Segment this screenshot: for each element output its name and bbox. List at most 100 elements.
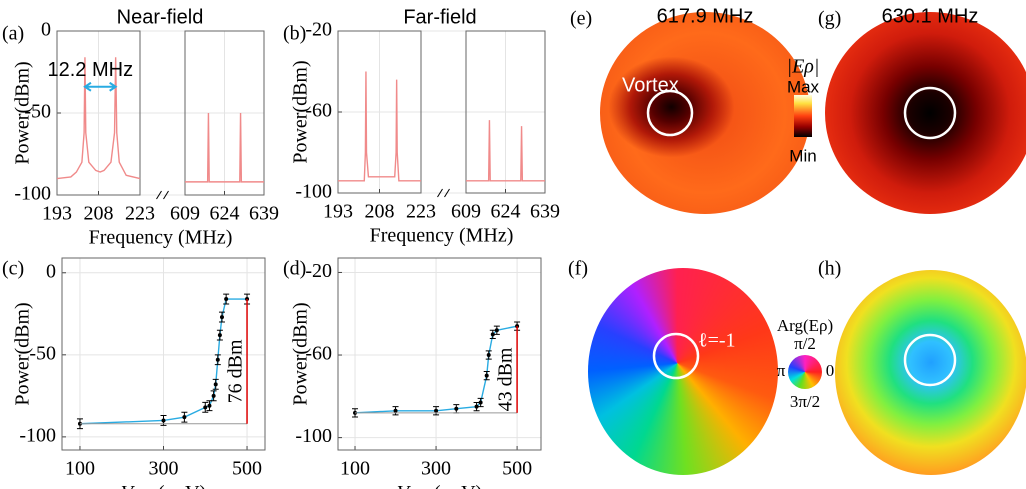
axes-frame	[56, 30, 141, 196]
point	[494, 328, 499, 333]
y-tick-label: -100	[14, 183, 51, 205]
y-tick-label: -100	[19, 424, 56, 446]
x-tick-label: 639	[530, 201, 560, 223]
phase-map-f	[588, 268, 778, 475]
line	[185, 112, 264, 183]
panel-label: (e)	[570, 8, 592, 30]
point	[454, 406, 459, 411]
image-title: 630.1 MHz	[882, 5, 979, 27]
point	[211, 393, 216, 398]
y-tick-label: -60	[305, 100, 332, 122]
y-tick-label: 0	[41, 19, 51, 41]
phase-tick: π	[777, 361, 786, 380]
colorbar-min: Min	[789, 146, 816, 165]
x-tick-label: 208	[365, 201, 395, 223]
x-axis-label: Vmod( mV)	[121, 482, 206, 489]
point	[484, 373, 489, 378]
x-tick-label: 223	[406, 201, 436, 223]
x-tick-label: 100	[340, 458, 370, 480]
point	[490, 332, 495, 337]
chart-title: Near-field	[117, 6, 204, 28]
x-axis-label: Frequency (MHz)	[89, 227, 233, 249]
axes-frame	[61, 257, 266, 451]
x-tick-label: 500	[502, 458, 532, 480]
x-tick-label: 639	[249, 203, 279, 225]
y-tick-label: -60	[305, 343, 332, 365]
x-tick-label: 193	[323, 201, 353, 223]
x-tick-label: 609	[170, 203, 200, 225]
point	[213, 382, 218, 387]
panel-label: (h)	[818, 258, 841, 280]
point	[434, 408, 439, 413]
x-tick-label: 300	[421, 458, 451, 480]
y-axis-label: Power(dBm)	[12, 302, 34, 405]
x-label-unit: ( mV)	[434, 482, 482, 489]
line	[56, 57, 141, 180]
x-tick-label: 609	[451, 201, 481, 223]
y-tick-label: -100	[295, 425, 332, 447]
phase-wheel	[788, 355, 822, 389]
x-label-symbol: V	[121, 482, 136, 489]
vortex-circle	[646, 89, 694, 137]
y-tick-label: -50	[24, 101, 51, 123]
axes-frame	[465, 30, 546, 194]
y-axis-label: Power(dBm)	[12, 61, 34, 164]
x-tick-label: 300	[149, 458, 179, 480]
x-tick-label: 193	[42, 203, 72, 225]
panel-label: (b)	[283, 23, 306, 45]
y-axis-label: Power(dBm)	[290, 302, 312, 405]
image-title: 617.9 MHz	[657, 5, 754, 27]
x-axis-label: Vmod( mV)	[397, 482, 482, 489]
point	[161, 418, 166, 423]
point	[219, 315, 224, 320]
annotation: ℓ=-1	[698, 330, 736, 352]
point	[182, 415, 187, 420]
field-map-e	[600, 12, 810, 214]
vortex-circle	[903, 86, 957, 140]
axis-break	[444, 188, 450, 198]
x-tick-label: 208	[84, 203, 114, 225]
x-label-symbol: V	[397, 482, 412, 489]
y-tick-label: -100	[295, 181, 332, 203]
x-tick-label: 100	[65, 458, 95, 480]
x-tick-label: 223	[125, 203, 155, 225]
line	[338, 71, 421, 182]
x-axis-label: Frequency (MHz)	[370, 225, 514, 247]
y-axis-label: Power(dBm)	[290, 60, 312, 163]
point	[215, 357, 220, 362]
point	[474, 404, 479, 409]
x-label-unit: ( mV)	[158, 482, 206, 489]
point	[217, 333, 222, 338]
axes-frame	[337, 30, 422, 194]
panel-label: (g)	[818, 8, 841, 30]
axes-frame	[337, 257, 542, 451]
annotation: 12.2 MHz	[48, 59, 134, 81]
phase-tick: 0	[826, 361, 835, 380]
point	[203, 405, 208, 410]
point	[393, 408, 398, 413]
span-arrow	[83, 81, 118, 92]
point	[207, 403, 212, 408]
point	[224, 297, 229, 302]
phase-tick: 3π/2	[790, 392, 820, 411]
y-tick-label: 0	[46, 260, 56, 282]
field-map-g	[825, 12, 1026, 214]
vortex-circle	[652, 332, 700, 380]
vortex-circle	[903, 333, 957, 387]
colorbar-label: Arg(Eρ)	[777, 316, 833, 335]
axis-break	[163, 190, 169, 200]
annotation: 76 dBm	[225, 339, 247, 403]
y-tick-label: -50	[29, 342, 56, 364]
annotation: 43 dBm	[495, 347, 517, 411]
annotation: Vortex	[622, 74, 679, 96]
amplitude-colorbar	[794, 95, 812, 137]
point	[478, 400, 483, 405]
colorbar-max: Max	[787, 77, 820, 96]
line	[79, 298, 248, 425]
axis-break	[156, 190, 162, 200]
chart-title: Far-field	[403, 6, 476, 28]
phase-tick: π/2	[794, 334, 816, 353]
x-tick-label: 500	[232, 458, 262, 480]
